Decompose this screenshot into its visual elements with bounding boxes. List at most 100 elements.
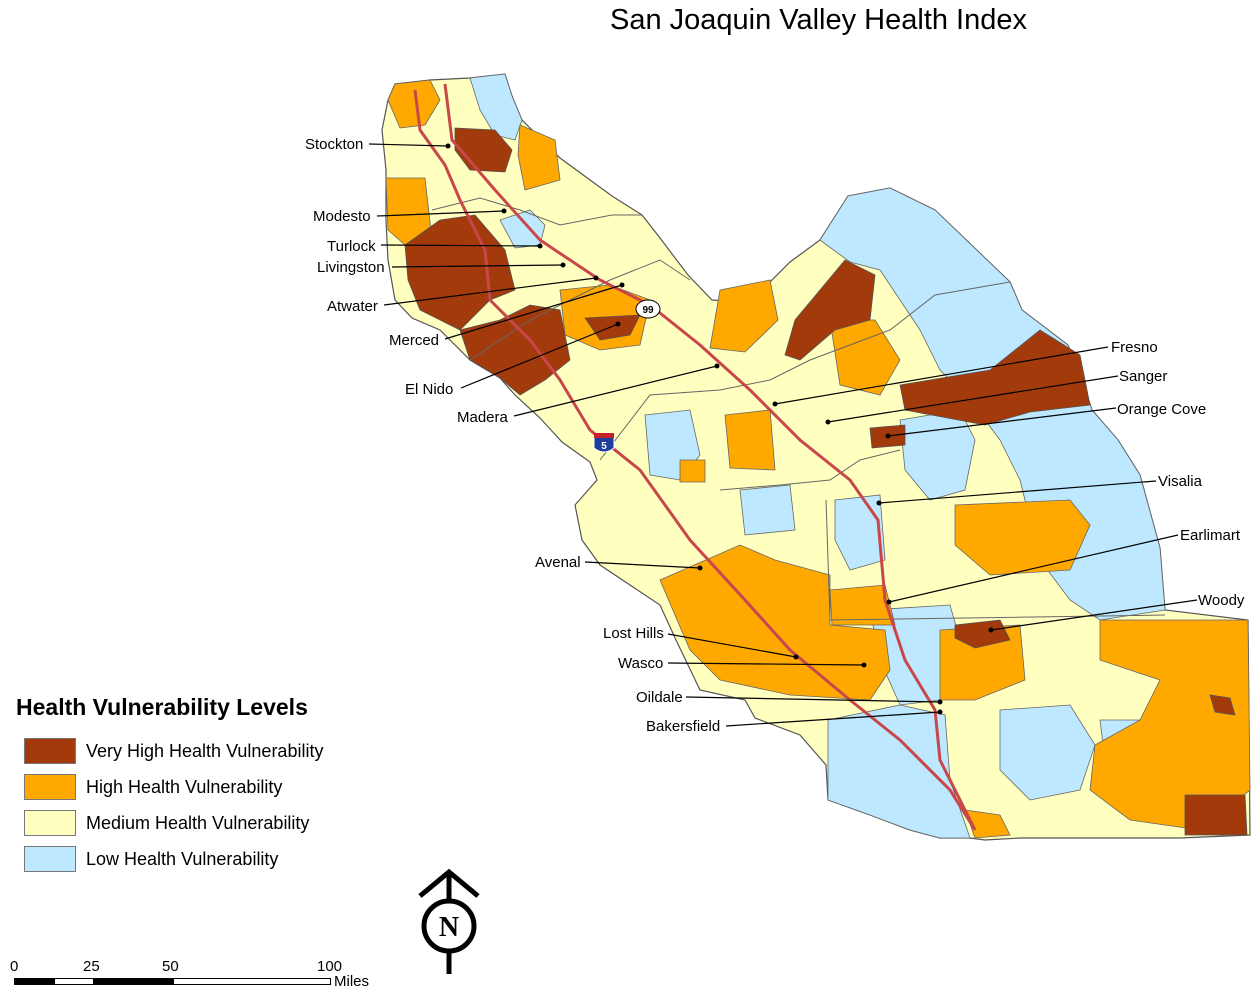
- point-merced: [619, 282, 625, 288]
- scale-bar: 0 25 50 100 Miles: [10, 958, 380, 998]
- boundary-line: [825, 499, 1166, 621]
- scale-tick-0: 0: [10, 958, 19, 975]
- legend: Health Vulnerability Levels Very High He…: [14, 694, 374, 877]
- high-region-stockton-east: [517, 124, 561, 191]
- low-region-north-east: [469, 73, 523, 141]
- very-high-region-kern-far-east: [1184, 794, 1248, 836]
- label-woody: Woody: [1198, 592, 1245, 609]
- city-points: [445, 143, 994, 715]
- point-wasco: [861, 662, 867, 668]
- shield-99-number: 99: [642, 305, 654, 316]
- leader-madera: [513, 365, 718, 417]
- leader-orange-cove: [887, 407, 1117, 437]
- highways: [413, 83, 977, 831]
- point-orange-cove: [885, 433, 891, 439]
- county-boundaries: [431, 197, 1166, 621]
- leader-merced: [444, 284, 623, 340]
- low-region-kern-east: [999, 704, 1096, 801]
- north-arrow-circle: [421, 898, 477, 954]
- very-high-region-woody: [954, 619, 1011, 649]
- high-region-tulare-east: [954, 499, 1091, 576]
- shield-5-background: [593, 435, 615, 453]
- valley-outline: [381, 73, 1251, 841]
- shield-5-number: 5: [601, 441, 607, 452]
- point-modesto: [501, 208, 507, 214]
- point-bakersfield: [937, 709, 943, 715]
- legend-item-medium: Medium Health Vulnerability: [14, 805, 374, 841]
- label-wasco: Wasco: [618, 655, 663, 672]
- label-livingston: Livingston: [317, 259, 385, 276]
- label-avenal: Avenal: [535, 554, 581, 571]
- label-atwater: Atwater: [327, 298, 378, 315]
- leader-fresno: [774, 346, 1109, 405]
- label-fresno: Fresno: [1111, 339, 1158, 356]
- legend-swatch-low: [24, 846, 76, 872]
- point-oildale: [937, 699, 943, 705]
- legend-item-low: Low Health Vulnerability: [14, 841, 374, 877]
- leader-bakersfield: [725, 711, 941, 727]
- legend-label-medium: Medium Health Vulnerability: [86, 812, 310, 833]
- city-labels: Stockton Modesto Turlock Livingston Atwa…: [305, 136, 1245, 735]
- label-madera: Madera: [457, 409, 509, 426]
- shield-99-background: [635, 299, 661, 319]
- low-region-kings: [739, 484, 796, 536]
- label-lost-hills: Lost Hills: [603, 625, 664, 642]
- leader-atwater: [383, 277, 597, 306]
- leader-sanger: [827, 375, 1119, 423]
- label-bakersfield: Bakersfield: [646, 718, 720, 735]
- legend-label-low: Low Health Vulnerability: [86, 848, 279, 869]
- point-sanger: [825, 419, 831, 425]
- point-avenal: [697, 565, 703, 571]
- point-turlock: [537, 243, 543, 249]
- very-high-region-el-nido: [584, 314, 641, 341]
- point-earlimart: [886, 599, 892, 605]
- high-region-kings-south: [659, 544, 891, 701]
- county-regions: [381, 73, 1251, 841]
- very-high-region-merced: [459, 304, 571, 396]
- very-high-region-fresno-east: [899, 329, 1091, 426]
- scale-segment: [14, 978, 54, 985]
- north-arrow-letter: N: [439, 912, 459, 943]
- map-title: San Joaquin Valley Health Index: [609, 4, 1028, 36]
- leader-livingston: [391, 264, 564, 268]
- city-leader-lines: [368, 143, 1198, 727]
- highway-5-shield: 5: [593, 433, 615, 453]
- high-region-fresno-west: [724, 409, 776, 471]
- point-madera: [714, 363, 720, 369]
- shield-5-top-band: [594, 433, 614, 438]
- point-el-nido: [615, 321, 621, 327]
- point-lost-hills: [793, 654, 799, 660]
- label-oildale: Oildale: [636, 689, 683, 706]
- scale-unit: Miles: [334, 973, 370, 990]
- point-woody: [988, 627, 994, 633]
- label-sanger: Sanger: [1119, 368, 1167, 385]
- label-visalia: Visalia: [1158, 473, 1203, 490]
- very-high-region-madera-east: [784, 259, 876, 361]
- boundary-line: [431, 197, 642, 226]
- highway-99-shield: 99: [635, 299, 661, 319]
- high-region-bakersfield-south: [964, 809, 1011, 839]
- legend-item-high: High Health Vulnerability: [14, 769, 374, 805]
- legend-item-very-high: Very High Health Vulnerability: [14, 733, 374, 769]
- scale-segment: [173, 978, 331, 985]
- legend-label-high: High Health Vulnerability: [86, 776, 283, 797]
- label-merced: Merced: [389, 332, 439, 349]
- north-arrow-icon: N: [418, 868, 480, 974]
- high-region-kern-central: [939, 624, 1026, 701]
- label-stockton: Stockton: [305, 136, 363, 153]
- label-earlimart: Earlimart: [1180, 527, 1241, 544]
- very-high-region-turlock: [404, 214, 516, 331]
- leader-woody: [990, 599, 1198, 631]
- scale-tick-50: 50: [162, 958, 179, 975]
- high-region-small-west: [679, 459, 706, 483]
- leader-visalia: [878, 480, 1157, 504]
- boundary-line: [469, 259, 691, 361]
- legend-label-very-high: Very High Health Vulnerability: [86, 740, 324, 761]
- legend-title: Health Vulnerability Levels: [16, 694, 308, 720]
- scale-segment: [94, 978, 173, 985]
- low-region-kern-south: [827, 704, 971, 839]
- leader-oildale: [685, 696, 941, 703]
- point-visalia: [876, 500, 882, 506]
- leader-earlimart: [888, 534, 1179, 603]
